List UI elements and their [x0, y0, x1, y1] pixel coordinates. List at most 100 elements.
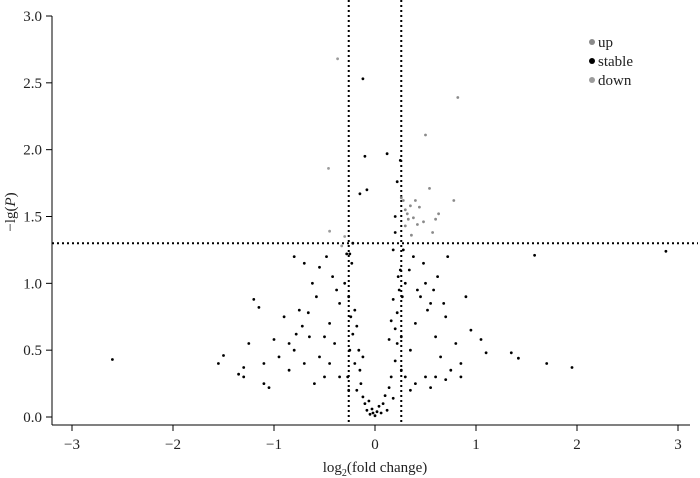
x-tick-label: 1	[472, 437, 480, 453]
y-tick-label: 3.0	[23, 9, 42, 25]
point-stable	[338, 302, 341, 305]
point-stable	[335, 288, 338, 292]
x-tick-label: 3	[674, 437, 682, 453]
legend-marker-up	[589, 39, 595, 45]
point-stable	[333, 342, 336, 345]
point-stable	[409, 348, 412, 352]
legend-label-up: up	[598, 35, 613, 51]
point-stable	[399, 335, 403, 339]
point-stable	[414, 322, 417, 325]
legend-marker-stable	[589, 58, 595, 64]
point-stable	[355, 324, 359, 328]
point-stable	[287, 368, 291, 372]
point-stable	[311, 281, 314, 285]
point-stable	[302, 261, 306, 265]
point-up	[428, 187, 431, 190]
point-stable	[400, 295, 404, 299]
point-stable	[429, 302, 432, 305]
point-stable	[397, 288, 401, 292]
x-tick-label: −2	[165, 437, 181, 453]
point-stable	[292, 255, 296, 258]
point-stable	[379, 411, 383, 415]
point-stable	[454, 342, 458, 345]
point-stable	[383, 394, 387, 397]
point-stable	[403, 281, 407, 285]
point-up	[401, 199, 405, 202]
point-stable	[292, 348, 296, 352]
point-stable	[391, 396, 395, 400]
point-stable	[442, 302, 446, 305]
point-stable	[389, 375, 393, 379]
point-stable	[262, 382, 266, 385]
point-stable	[347, 295, 351, 299]
point-stable	[446, 255, 450, 258]
point-stable	[313, 382, 316, 385]
point-stable	[444, 378, 448, 381]
point-stable	[395, 342, 399, 345]
point-stable	[300, 324, 304, 328]
point-stable	[436, 275, 439, 278]
point-stable	[363, 154, 367, 158]
y-tick-label: 1.0	[23, 276, 42, 292]
point-stable	[664, 249, 668, 253]
point-up	[418, 205, 421, 209]
point-stable	[484, 351, 488, 355]
point-stable	[272, 338, 276, 341]
point-stable	[361, 77, 365, 81]
y-tick-label: 2.0	[23, 143, 42, 159]
point-up	[399, 196, 403, 200]
y-tick-label: 2.5	[23, 76, 42, 92]
point-stable	[306, 311, 310, 315]
point-stable	[349, 315, 353, 319]
point-stable	[396, 275, 400, 278]
point-stable	[325, 255, 328, 258]
x-axis-title: log2(fold change)	[323, 460, 428, 478]
legend-label-down: down	[598, 73, 632, 89]
point-stable	[355, 388, 359, 392]
point-stable	[338, 375, 341, 379]
point-stable	[262, 362, 266, 365]
point-up	[431, 231, 434, 234]
point-stable	[277, 355, 281, 359]
point-stable	[409, 388, 412, 392]
point-stable	[331, 275, 334, 278]
point-down	[336, 57, 339, 61]
point-stable	[426, 308, 429, 312]
point-stable	[318, 355, 321, 359]
point-stable	[361, 395, 365, 399]
point-up	[416, 223, 419, 226]
point-stable	[358, 192, 362, 196]
point-up	[412, 216, 415, 220]
point-stable	[345, 252, 349, 256]
point-up	[452, 199, 456, 202]
point-stable	[424, 375, 427, 379]
point-stable	[398, 159, 402, 162]
y-axis-title: −lg(P)	[3, 192, 19, 231]
point-stable	[252, 298, 256, 301]
legend: up stable down	[589, 35, 633, 89]
point-stable	[363, 402, 367, 405]
point-stable	[323, 335, 326, 339]
point-stable	[393, 359, 397, 363]
point-stable	[287, 342, 291, 345]
point-stable	[398, 268, 402, 272]
point-stable	[222, 354, 225, 357]
point-stable	[469, 328, 473, 332]
point-stable	[367, 399, 371, 403]
point-stable	[247, 342, 251, 345]
point-stable	[570, 366, 574, 369]
point-down	[327, 167, 330, 170]
point-stable	[359, 382, 363, 385]
point-stable	[371, 411, 375, 415]
point-stable	[353, 362, 357, 365]
point-stable	[509, 351, 513, 355]
point-stable	[385, 408, 389, 412]
point-stable	[395, 311, 399, 315]
point-stable	[439, 355, 442, 359]
y-tick-label: 1.5	[23, 210, 42, 226]
point-stable	[459, 375, 463, 379]
threshold-lines	[52, 0, 698, 425]
point-stable	[533, 253, 536, 257]
point-stable	[399, 368, 403, 372]
